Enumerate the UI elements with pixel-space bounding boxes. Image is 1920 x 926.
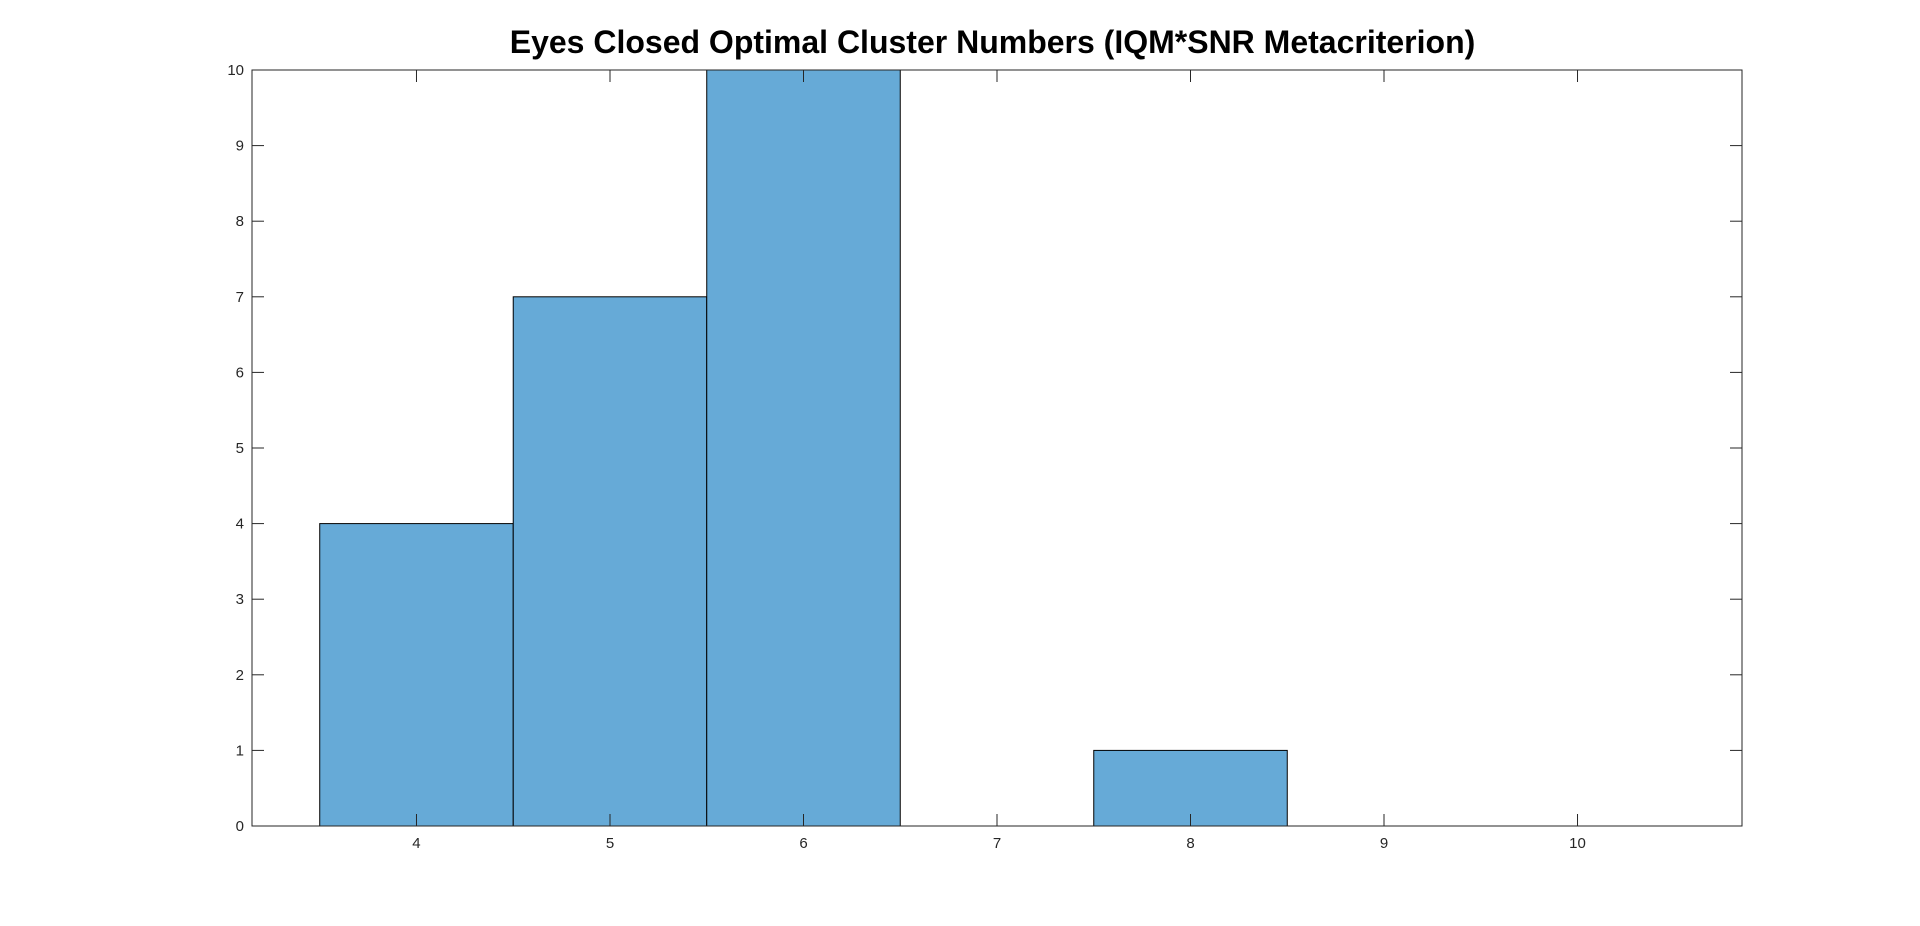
y-tick-label: 6	[236, 364, 244, 381]
x-tick-label: 5	[606, 835, 614, 852]
y-tick-label: 2	[236, 667, 244, 684]
chart-title: Eyes Closed Optimal Cluster Numbers (IQM…	[509, 24, 1476, 60]
x-tick-label: 10	[1569, 835, 1586, 852]
y-tick-label: 1	[236, 742, 244, 759]
y-tick-label: 7	[236, 289, 244, 306]
y-tick-label: 4	[236, 516, 244, 533]
bar-5	[512, 296, 708, 827]
y-tick-label: 3	[236, 591, 244, 608]
x-axis: 4 5 6 7 8 9 10	[412, 70, 1586, 852]
y-tick-label: 10	[227, 62, 244, 79]
x-tick-label: 8	[1186, 835, 1194, 852]
bar-6	[706, 69, 901, 827]
x-tick-label: 4	[412, 835, 420, 852]
bar-4	[319, 523, 514, 827]
y-tick-label: 9	[236, 138, 244, 155]
x-tick-label: 7	[993, 835, 1001, 852]
y-tick-label: 5	[236, 440, 244, 457]
y-tick-label: 8	[236, 213, 244, 230]
x-tick-label: 9	[1380, 835, 1388, 852]
bar-8	[1093, 749, 1288, 827]
y-axis: 0 1 2 3 4 5 6 7 8 9 10	[227, 62, 1742, 835]
bars-layer	[319, 69, 1288, 827]
x-tick-label: 6	[799, 835, 807, 852]
y-tick-label: 0	[236, 818, 244, 835]
